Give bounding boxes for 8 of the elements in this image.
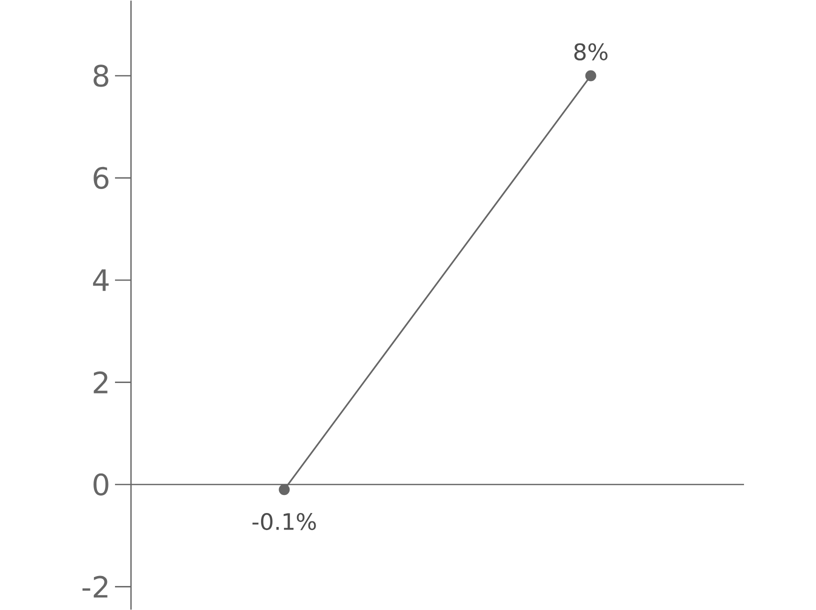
y-tick-label: 6 bbox=[94, 166, 108, 189]
data-label: 8% bbox=[574, 43, 608, 60]
y-tick-label: 2 bbox=[94, 371, 108, 394]
y-tick-label: 4 bbox=[93, 269, 109, 291]
y-tick-label: -2 bbox=[82, 576, 108, 598]
y-tick-label: 8 bbox=[94, 64, 108, 87]
y-tick-label: 0 bbox=[94, 473, 108, 496]
data-label: -0.1% bbox=[252, 512, 316, 530]
